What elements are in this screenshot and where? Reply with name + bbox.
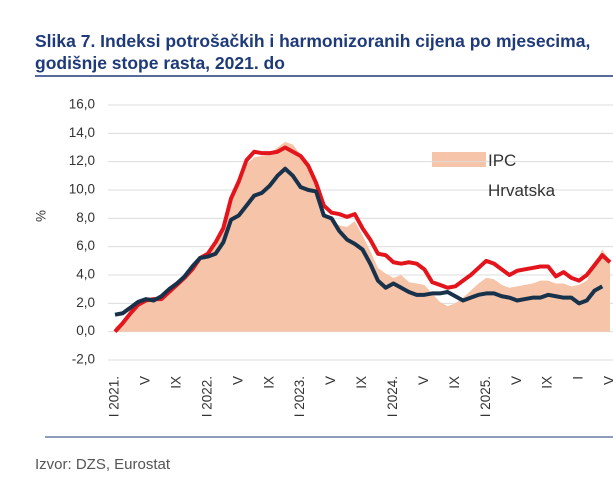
x-tick-label: IX <box>540 376 555 389</box>
x-tick-label: I 2022. <box>199 376 214 417</box>
x-tick-label: I 2025. <box>478 376 493 417</box>
x-tick-label: I <box>571 376 586 380</box>
y-tick-label: 12,0 <box>69 153 95 168</box>
line <box>114 166 604 317</box>
x-tick-label: IX <box>447 376 462 389</box>
x-tick-label: IX <box>168 376 183 389</box>
y-tick-label: 14,0 <box>69 125 95 140</box>
area <box>115 141 610 332</box>
y-tick-label: 8,0 <box>76 210 95 225</box>
y-axis-label: % <box>34 210 49 222</box>
chart-title: Slika 7. Indeksi potrošačkih i harmonizo… <box>35 31 591 73</box>
x-tick-label: V <box>138 376 153 385</box>
legend-label: IPC Hrvatska <box>488 151 556 200</box>
y-tick-label: 0,0 <box>76 323 95 338</box>
x-tick-label: IX <box>261 376 276 389</box>
y-tick-label: 10,0 <box>69 182 95 197</box>
x-tick-label: V <box>416 376 431 385</box>
x-tick-label: I 2024. <box>385 376 400 417</box>
y-tick-label: 16,0 <box>69 97 95 112</box>
legend-swatch <box>432 152 486 167</box>
y-tick-label: 2,0 <box>76 295 95 310</box>
x-tick-label: V <box>230 376 245 385</box>
x-tick-label: V <box>602 376 613 385</box>
source: Izvor: DZS, Eurostat <box>35 456 171 473</box>
x-tick-label: IX <box>354 376 369 389</box>
y-tick-label: 4,0 <box>76 267 95 282</box>
y-tick-label: -2,0 <box>72 352 95 367</box>
y-tick-label: 6,0 <box>76 238 95 253</box>
x-tick-label: V <box>323 376 338 385</box>
x-tick-label: I 2023. <box>292 376 307 417</box>
x-tick-label: I 2021. <box>107 376 122 417</box>
x-tick-label: V <box>509 376 524 385</box>
